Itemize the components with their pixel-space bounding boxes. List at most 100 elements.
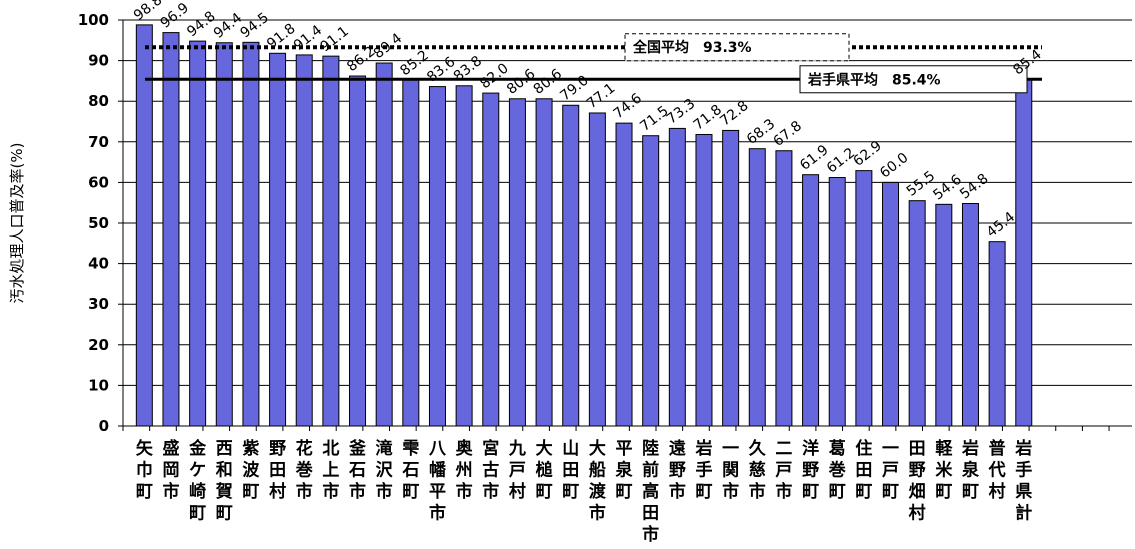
x-category-char: 市 (376, 481, 393, 502)
x-category-char: 代 (988, 460, 1006, 481)
data-label: 61.9 (797, 142, 831, 174)
x-category-label: 紫波町 (242, 438, 260, 502)
data-labels: 98.896.994.894.494.591.891.491.186.289.4… (131, 0, 1045, 241)
x-category-label: 宮古市 (482, 438, 499, 502)
x-category-label: 奥州市 (455, 438, 474, 502)
x-category-char: 一 (722, 439, 739, 459)
bar (349, 75, 367, 427)
x-category-char: 陸 (642, 438, 659, 459)
x-category-char: 遠 (669, 439, 686, 459)
x-category-char: 葛 (828, 438, 846, 459)
y-tick-label: 100 (78, 11, 109, 29)
bar (482, 92, 500, 427)
x-category-char: 盛 (162, 438, 179, 459)
x-category-char: 槌 (536, 460, 554, 481)
reference-label: 全国平均 93.3% (632, 39, 752, 56)
x-category-label: 遠野市 (669, 439, 686, 502)
x-category-char: 手 (695, 460, 712, 481)
bar (322, 55, 340, 427)
x-category-label: 岩泉町 (961, 438, 980, 502)
x-category-char: 前 (642, 460, 659, 481)
bar (615, 122, 633, 427)
bar (961, 203, 979, 427)
reference-label: 岩手県平均 85.4% (807, 71, 941, 88)
reference-label-box (799, 65, 1028, 94)
x-category-char: 賀 (215, 482, 233, 502)
y-tick-label: 20 (88, 336, 109, 354)
x-category-char: 町 (562, 482, 579, 502)
x-category-char: 上 (322, 461, 339, 481)
x-category-char: 平 (616, 439, 633, 459)
data-label: 74.6 (611, 90, 645, 122)
x-category-char: 沢 (376, 460, 394, 481)
y-tick-label: 80 (88, 92, 109, 110)
x-category-char: 巻 (295, 460, 313, 481)
y-tick-label: 10 (88, 376, 109, 394)
x-category-char: 田 (562, 461, 579, 481)
x-category-char: 石 (348, 461, 366, 481)
x-category-label: 普代村 (988, 438, 1006, 502)
x-category-char: 市 (456, 481, 473, 502)
x-category-char: 金 (188, 438, 207, 459)
data-label: 45.4 (984, 209, 1018, 241)
x-category-label: 野田村 (269, 439, 286, 502)
bar (135, 24, 153, 427)
x-category-char: 宮 (482, 438, 499, 459)
x-category-char: 平 (429, 482, 446, 502)
data-label: 91.4 (291, 22, 325, 54)
y-tick-label: 70 (88, 133, 109, 151)
x-category-label: 二戸市 (775, 439, 792, 502)
x-category-char: 戸 (882, 461, 899, 481)
data-label: 72.8 (717, 98, 751, 130)
bar (988, 241, 1006, 427)
bar (748, 148, 766, 427)
x-category-char: 一 (882, 439, 899, 459)
x-category-char: 船 (589, 460, 606, 481)
x-category-char: 市 (296, 481, 313, 502)
x-category-label: 山田町 (562, 439, 579, 502)
x-category-label: 平泉町 (615, 439, 634, 502)
x-category-char: 村 (509, 481, 526, 502)
reference-label-box (624, 33, 850, 62)
x-category-label: 洋野町 (802, 438, 819, 502)
x-category-char: ケ (189, 461, 206, 481)
x-category-char: 大 (589, 438, 606, 459)
x-category-char: 大 (536, 438, 553, 459)
x-category-label: 岩手町 (694, 438, 712, 502)
x-category-char: 町 (242, 482, 259, 502)
x-category-char: 二 (775, 439, 792, 459)
x-category-char: 花 (296, 438, 313, 459)
x-category-char: 村 (989, 481, 1006, 502)
x-category-char: 町 (536, 482, 553, 502)
x-category-char: 町 (962, 482, 979, 502)
x-category-char: 市 (349, 481, 366, 502)
x-category-char: 野 (269, 439, 286, 459)
x-category-label: 田野畑村 (909, 439, 926, 524)
reference-lines: 全国平均 93.3% 岩手県平均 85.4% (145, 33, 1042, 94)
x-category-char: 野 (669, 461, 686, 481)
x-category-char: 戸 (775, 461, 792, 481)
x-category-char: 市 (162, 481, 179, 502)
x-category-char: 市 (589, 503, 606, 524)
x-category-char: 田 (909, 439, 926, 459)
x-category-char: 市 (722, 481, 739, 502)
x-category-label: 一戸町 (882, 439, 899, 502)
x-category-char: 泉 (961, 460, 980, 481)
x-category-char: 雫 (402, 439, 419, 459)
y-tick-label: 60 (88, 173, 109, 191)
bar (242, 41, 260, 427)
x-category-label: 西和賀町 (215, 439, 233, 524)
x-category-char: 市 (429, 503, 446, 524)
x-category-label: 葛巻町 (828, 438, 846, 502)
bar (162, 32, 180, 427)
bar (935, 203, 953, 427)
x-category-char: 岩 (1014, 438, 1032, 459)
x-category-char: 波 (242, 460, 260, 481)
x-category-char: 奥 (456, 438, 474, 459)
x-category-char: 町 (216, 504, 233, 524)
x-category-label: 大槌町 (536, 438, 554, 502)
bar (642, 135, 660, 427)
y-tick-label: 50 (88, 214, 109, 232)
x-category-char: 普 (989, 438, 1006, 459)
